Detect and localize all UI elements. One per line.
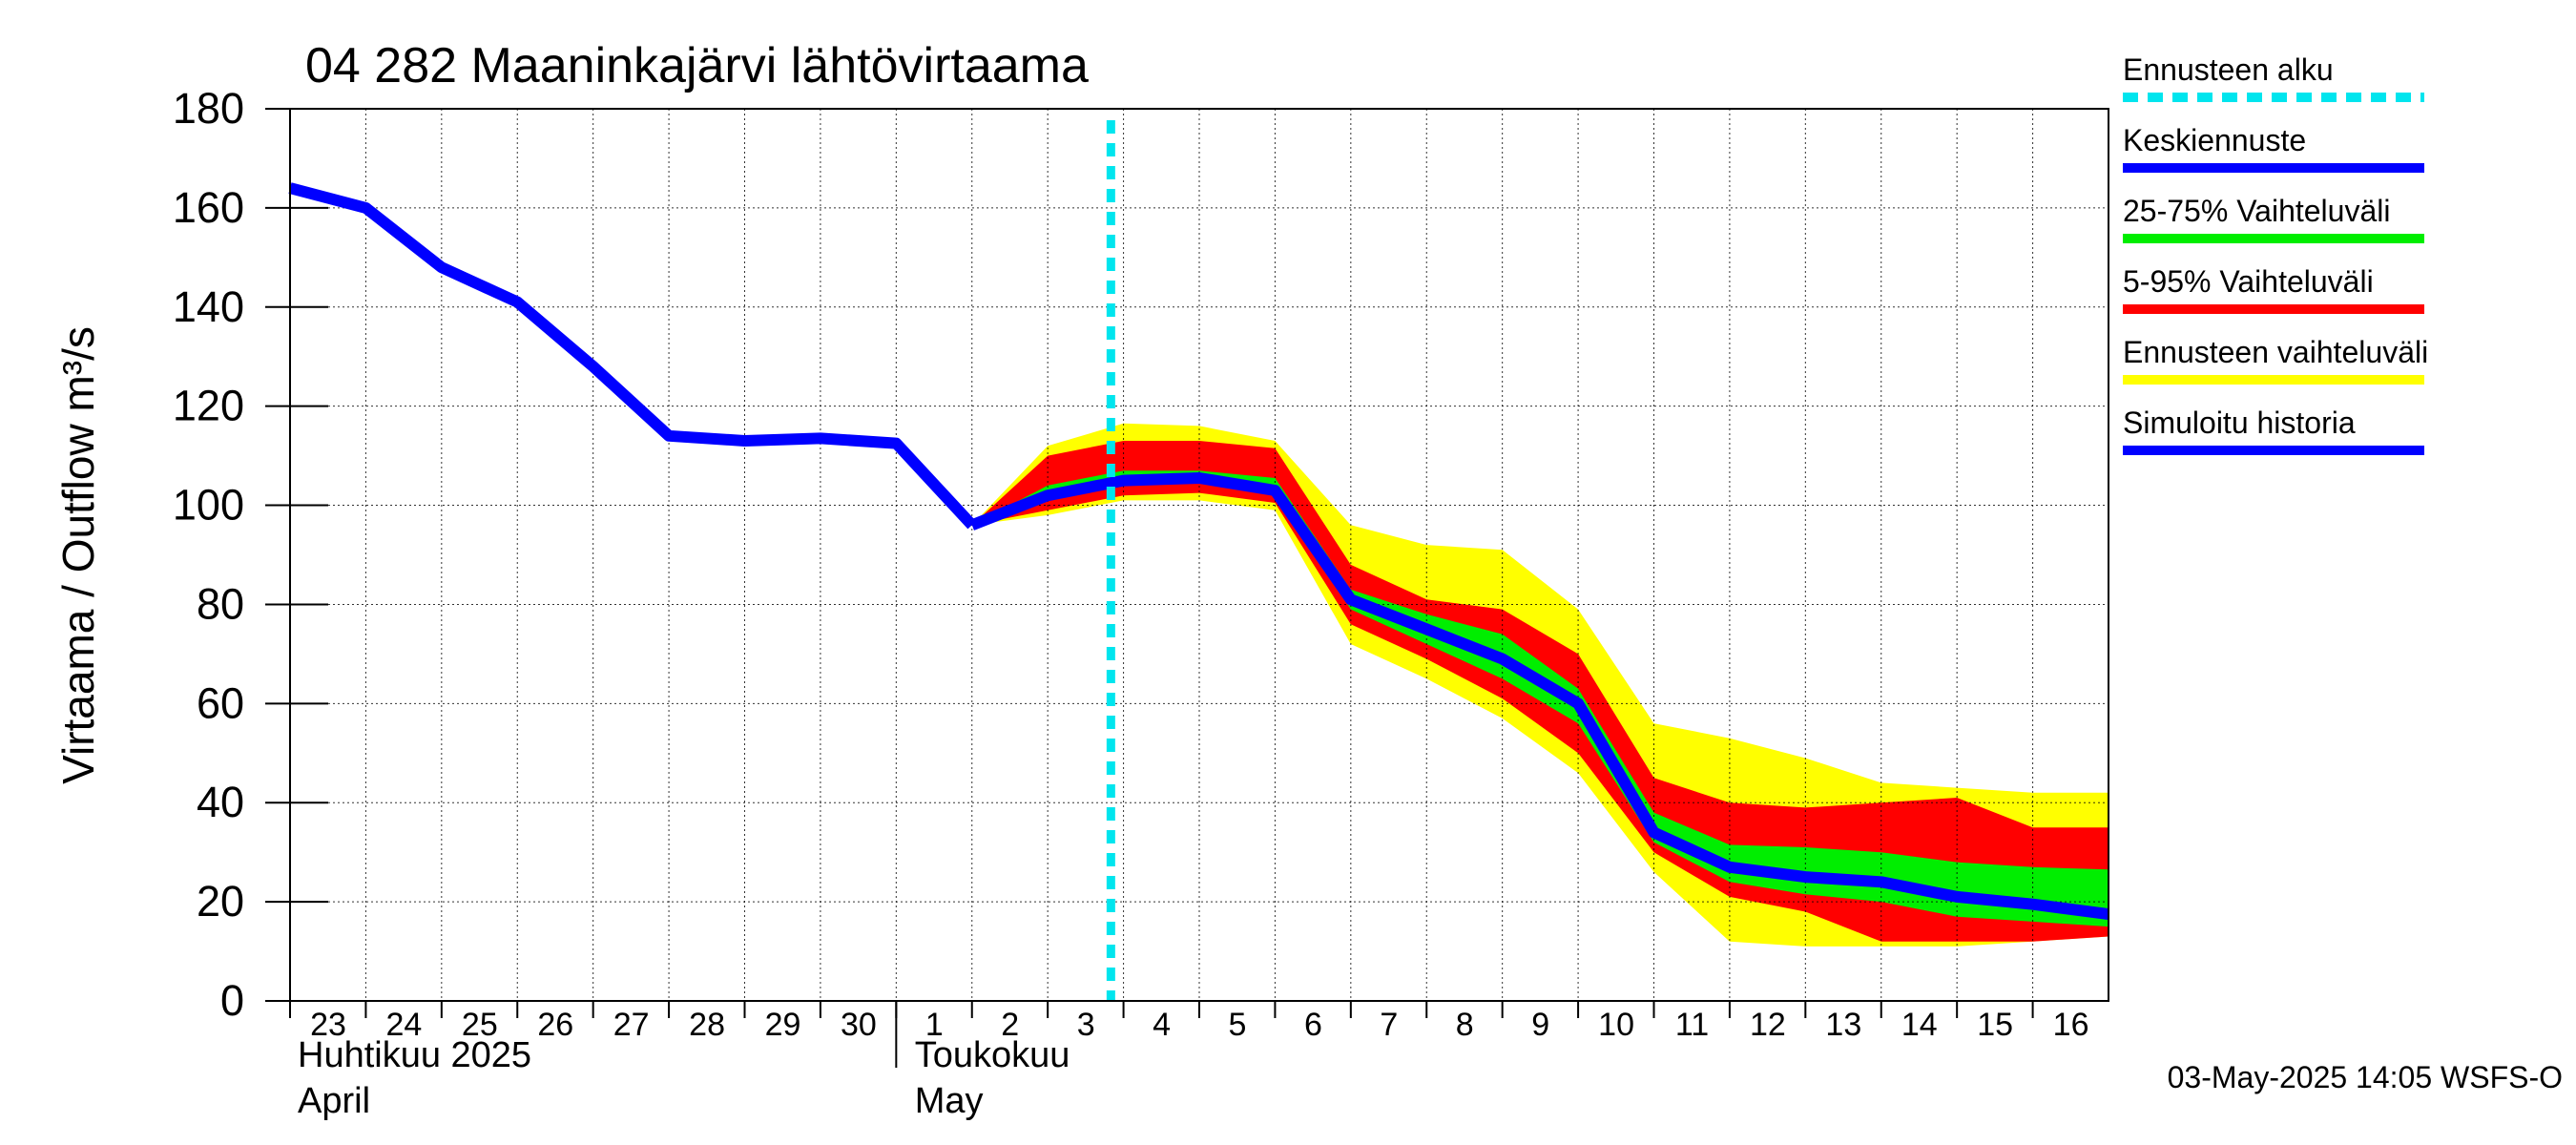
- y-tick-label: 0: [220, 976, 244, 1025]
- x-tick-label: 11: [1675, 1007, 1709, 1043]
- x-tick-label: 2: [1001, 1007, 1019, 1043]
- x-tick-label: 8: [1456, 1007, 1474, 1043]
- legend-label: Keskiennuste: [2123, 123, 2306, 157]
- y-tick-label: 180: [173, 84, 244, 133]
- x-tick-label: 10: [1598, 1007, 1634, 1043]
- x-tick-label: 28: [689, 1007, 725, 1043]
- x-tick-label: 12: [1750, 1007, 1786, 1043]
- band-25-75: [971, 470, 2109, 927]
- legend: Ennusteen alku Keskiennuste 25-75% Vaihtel…: [2123, 52, 2428, 455]
- history-line: [288, 182, 977, 530]
- grid-lines: [290, 109, 2109, 1001]
- x-tick-label: 23: [310, 1007, 346, 1043]
- x-tick-label: 5: [1229, 1007, 1247, 1043]
- y-tick-label: 120: [173, 382, 244, 430]
- x-tick-label: 9: [1531, 1007, 1549, 1043]
- x-tick-label: 25: [462, 1007, 498, 1043]
- y-axis-label: Virtaama / Outflow m³/s: [53, 326, 103, 784]
- x-tick-label: 3: [1077, 1007, 1095, 1043]
- y-axis-ticks: 0 20 40 60 80 100 120 140 160 180: [173, 84, 328, 1025]
- footer-timestamp: 03-May-2025 14:05 WSFS-O: [2168, 1060, 2563, 1094]
- x-tick-label: 6: [1304, 1007, 1322, 1043]
- x-tick-label: 14: [1901, 1007, 1938, 1043]
- y-tick-label: 100: [173, 481, 244, 530]
- x-tick-label: 30: [841, 1007, 877, 1043]
- x-tick-label: 29: [765, 1007, 801, 1043]
- month-label-fi: Toukokuu: [915, 1035, 1070, 1075]
- y-tick-label: 80: [197, 579, 244, 628]
- x-tick-label: 16: [2053, 1007, 2089, 1043]
- y-tick-label: 40: [197, 778, 244, 826]
- legend-label: Ennusteen alku: [2123, 52, 2334, 87]
- x-tick-label: 24: [386, 1007, 423, 1043]
- median-line: [969, 472, 2109, 921]
- x-tick-label: 15: [1977, 1007, 2013, 1043]
- y-tick-label: 160: [173, 183, 244, 232]
- x-tick-label: 1: [925, 1007, 944, 1043]
- x-tick-label: 4: [1153, 1007, 1171, 1043]
- x-tick-label: 27: [613, 1007, 650, 1043]
- legend-label: Ennusteen vaihteluväli: [2123, 335, 2428, 369]
- series-lines: [288, 120, 2109, 1001]
- legend-label: 5-95% Vaihteluväli: [2123, 264, 2374, 299]
- month-labels: Huhtikuu 2025 April Toukokuu May: [298, 1035, 1070, 1121]
- month-label-en: April: [298, 1081, 370, 1121]
- y-tick-label: 140: [173, 282, 244, 331]
- x-axis-ticks: 23 24 25 26 27 28 29 30 1 2 3 4 5 6 7 8 9 10 11 12 13 14 15 16: [289, 1001, 2089, 1068]
- y-tick-label: 60: [197, 678, 244, 727]
- month-label-en: May: [915, 1081, 984, 1121]
- x-tick-label: 26: [537, 1007, 573, 1043]
- y-tick-label: 20: [197, 877, 244, 926]
- x-tick-label: 13: [1825, 1007, 1861, 1043]
- month-label-fi: Huhtikuu 2025: [298, 1035, 531, 1075]
- x-tick-label: 7: [1380, 1007, 1398, 1043]
- chart-title: 04 282 Maaninkajärvi lähtövirtaama: [305, 38, 1089, 94]
- legend-label: 25-75% Vaihteluväli: [2123, 194, 2390, 228]
- legend-label: Simuloitu historia: [2123, 406, 2356, 440]
